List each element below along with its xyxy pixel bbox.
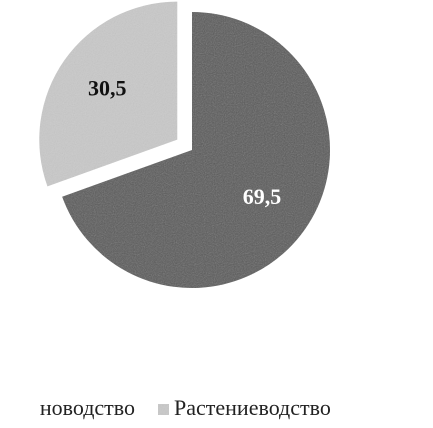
data-label: 69,5 <box>243 184 282 209</box>
legend-label: новодство <box>40 395 135 420</box>
pie-slice <box>39 1 178 187</box>
legend-label: Растениеводство <box>174 395 331 420</box>
legend-swatch <box>158 404 169 415</box>
data-label: 30,5 <box>88 75 127 100</box>
pie-slice <box>62 12 331 288</box>
